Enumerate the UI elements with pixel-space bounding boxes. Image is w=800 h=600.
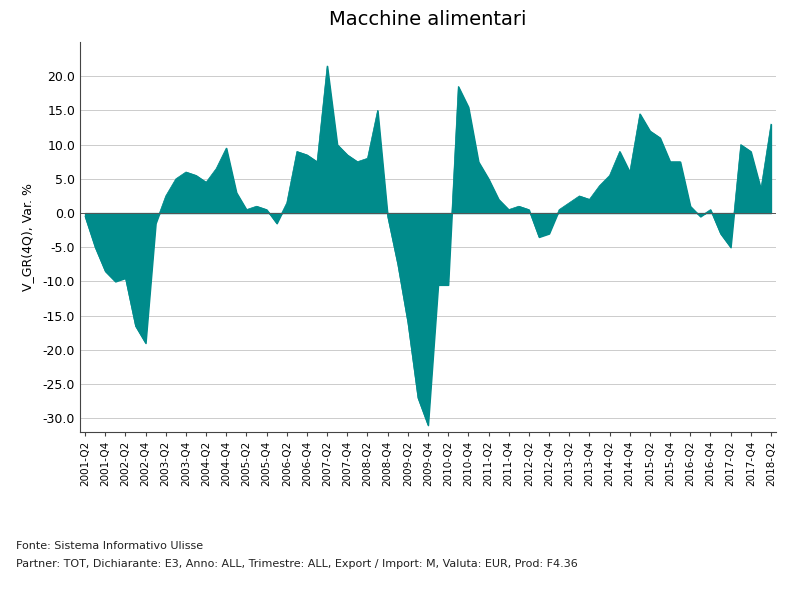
- Text: Fonte: Sistema Informativo Ulisse: Fonte: Sistema Informativo Ulisse: [16, 541, 203, 551]
- Title: Macchine alimentari: Macchine alimentari: [330, 10, 526, 29]
- Text: Partner: TOT, Dichiarante: E3, Anno: ALL, Trimestre: ALL, Export / Import: M, Va: Partner: TOT, Dichiarante: E3, Anno: ALL…: [16, 559, 578, 569]
- Y-axis label: V_GR(4Q), Var. %: V_GR(4Q), Var. %: [22, 183, 34, 291]
